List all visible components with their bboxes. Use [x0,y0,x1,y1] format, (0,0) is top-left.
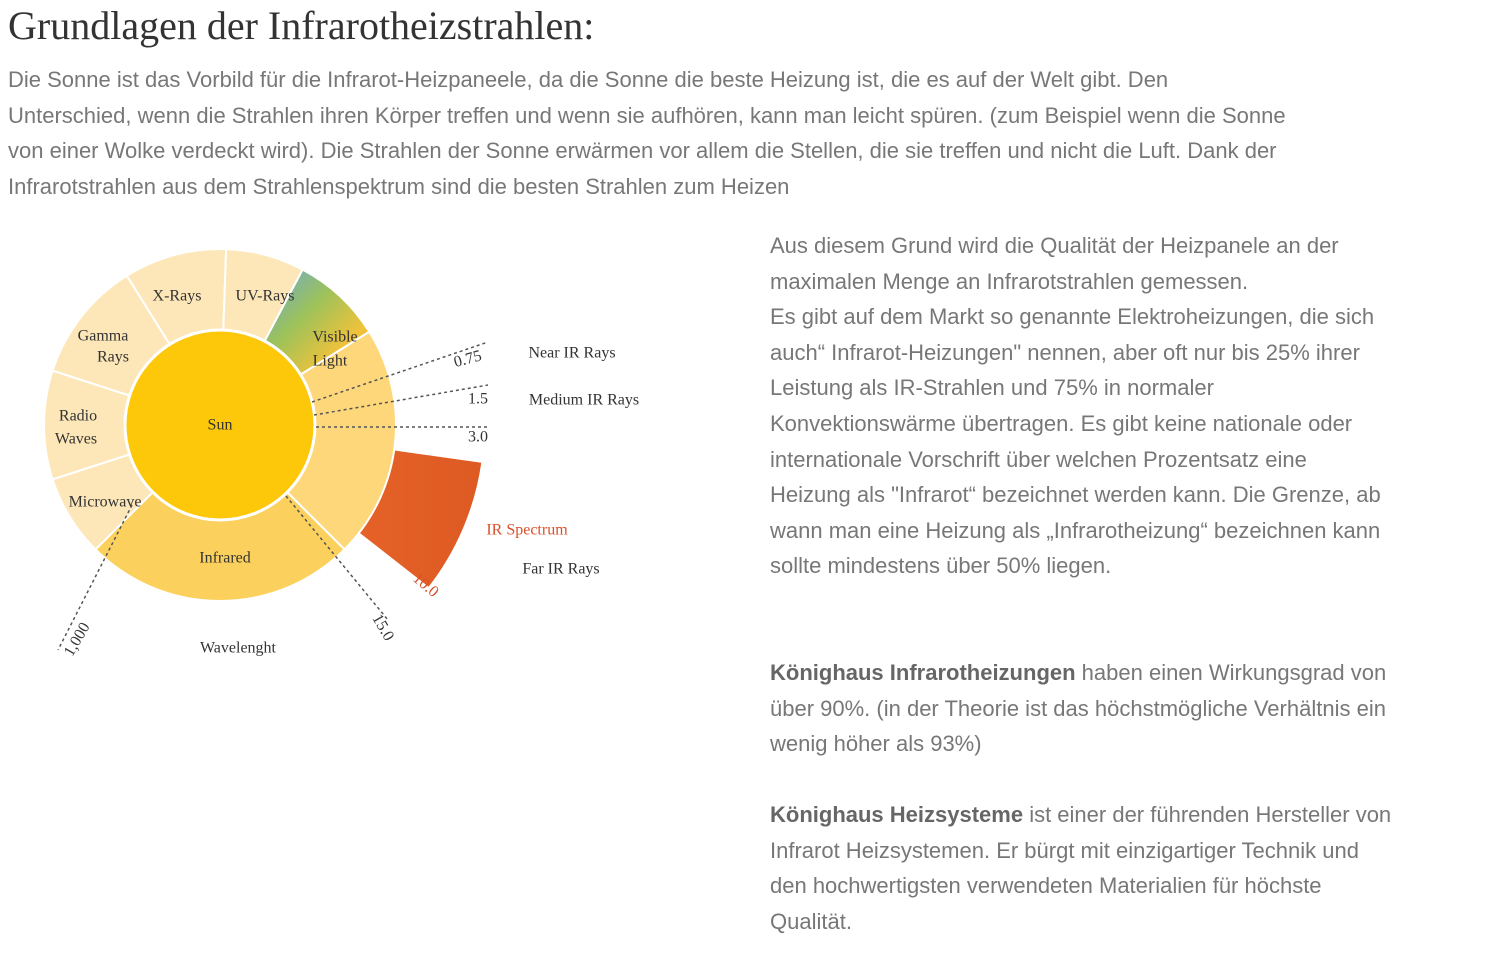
bold-text: Könighaus Heizsysteme [770,802,1024,827]
sun-label: Sun [208,417,233,434]
text-line: wann man eine Heizung als „Infrarotheizu… [770,517,1381,543]
segment-label: Radio [59,408,97,425]
text-line: maximalen Menge an Infrarotstrahlen geme… [770,268,1249,294]
paragraph: Könighaus Heizsysteme ist einer der führ… [770,797,1391,939]
text-line: Heizung als "Infrarot“ bezeichnet werden… [770,482,1381,508]
sun [123,328,317,522]
segment-label: Waves [55,431,97,448]
axis-label: Wavelenght [200,640,277,657]
spectrum-diagram: Sun X-Rays UV-Rays Visible Light Gamma R… [43,248,639,660]
text-line: Infrarot Heizsystemen. Er bürgt mit einz… [770,837,1359,863]
spectrum-label: IR Spectrum [486,522,568,539]
segment-label: Microwave [69,494,142,511]
text-line: Konvektionswärme übertragen. Es gibt kei… [770,410,1353,436]
intro-paragraph: Die Sonne ist das Vorbild für die Infrar… [8,62,1286,204]
text-line: über 90%. (in der Theorie ist das höchst… [770,695,1386,721]
text-line: Infrarotstrahlen aus dem Strahlenspektru… [8,173,790,199]
text-line: haben einen Wirkungsgrad von [1075,660,1387,685]
text-line: Aus diesem Grund wird die Qualität der H… [770,233,1339,258]
segment-label: UV-Rays [236,288,295,305]
text-line: sollte mindestens über 50% liegen. [770,553,1112,579]
text-line: Es gibt auf dem Markt so genannte Elektr… [770,304,1375,330]
page-title: Grundlagen der Infrarotheizstrahlen: [8,3,595,48]
segment-label: Visible [312,329,357,346]
marker: 3.0 [468,429,488,446]
text-line: Qualität. [770,908,852,934]
bold-text: Könighaus Infrarotheizungen [770,660,1076,685]
marker: 15.0 [368,611,397,644]
text-line: Unterschied, wenn die Strahlen ihren Kör… [8,102,1286,128]
marker: 1,000 [61,620,94,660]
text-line: ist einer der führenden Hersteller von [1023,802,1392,827]
text-line: den hochwertigsten verwendeten Materiali… [770,873,1322,899]
text-line: auch“ Infrarot-Heizungen" nennen, aber o… [770,339,1360,365]
text-line: internationale Vorschrift über welchen P… [770,446,1307,472]
marker: 0.75 [452,347,483,371]
segment-label: Light [313,353,348,370]
text-line: von einer Wolke verdeckt wird). Die Stra… [8,138,1277,164]
paragraph: Könighaus Infrarotheizungen haben einen … [770,655,1386,762]
text-line: Die Sonne ist das Vorbild für die Infrar… [8,67,1169,92]
text-line: wenig höher als 93%) [770,731,982,757]
right-column: Aus diesem Grund wird die Qualität der H… [770,228,1490,934]
marker: 1.5 [468,391,488,408]
segment-label: Gamma [78,328,129,345]
band-label: Near IR Rays [528,345,615,362]
paragraph: Aus diesem Grund wird die Qualität der H… [770,228,1490,584]
segment-label: X-Rays [153,288,202,305]
band-label: Medium IR Rays [529,392,639,409]
text-line: Leistung als IR-Strahlen und 75% in norm… [770,375,1214,401]
dashed-guides [57,341,490,651]
segment-label: Rays [97,349,129,366]
band-label: Far IR Rays [522,561,599,578]
segment-label: Infrared [199,550,251,567]
